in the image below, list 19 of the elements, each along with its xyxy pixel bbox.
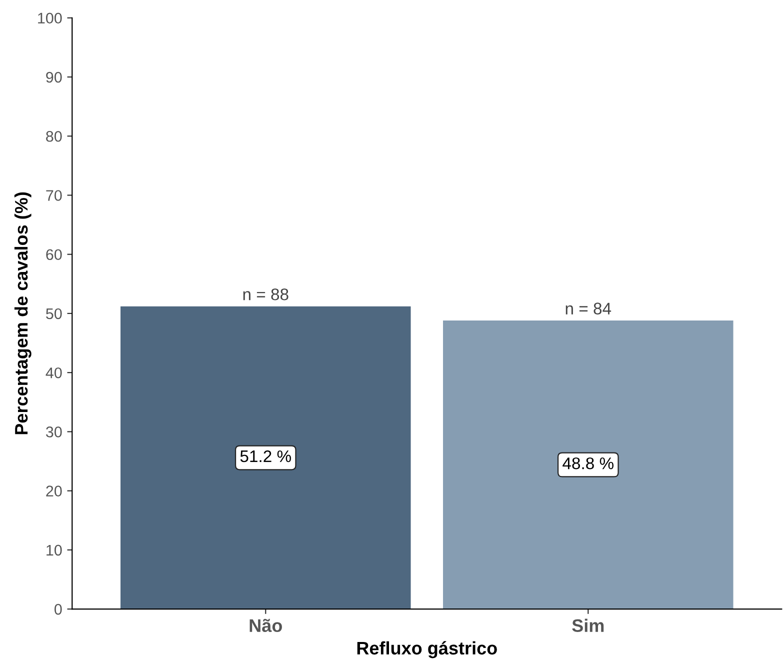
- y-tick-label: 10: [46, 544, 62, 556]
- x-tick-label: Sim: [572, 618, 604, 632]
- y-tick-label: 70: [46, 190, 62, 201]
- data-label: 48.8 %: [562, 457, 614, 470]
- x-tick-label: Não: [250, 618, 282, 632]
- y-tick-label: 80: [46, 130, 62, 142]
- y-tick-label: 60: [46, 249, 62, 260]
- y-tick-label: 90: [46, 72, 62, 83]
- y-tick-label: 50: [46, 308, 62, 320]
- y-axis-title: Percentagem de cavalos (%): [14, 192, 32, 434]
- data-label: 51.2 %: [240, 450, 291, 462]
- annotation: n = 88: [243, 288, 288, 300]
- x-axis-title: Refluxo gástrico: [357, 641, 497, 658]
- y-tick-label: 100: [38, 12, 62, 24]
- y-tick-label: 30: [46, 426, 62, 438]
- annotation: n = 84: [566, 302, 612, 314]
- y-tick-label: 40: [46, 367, 62, 378]
- y-tick-label: 0: [54, 604, 62, 615]
- y-tick-label: 20: [46, 486, 62, 496]
